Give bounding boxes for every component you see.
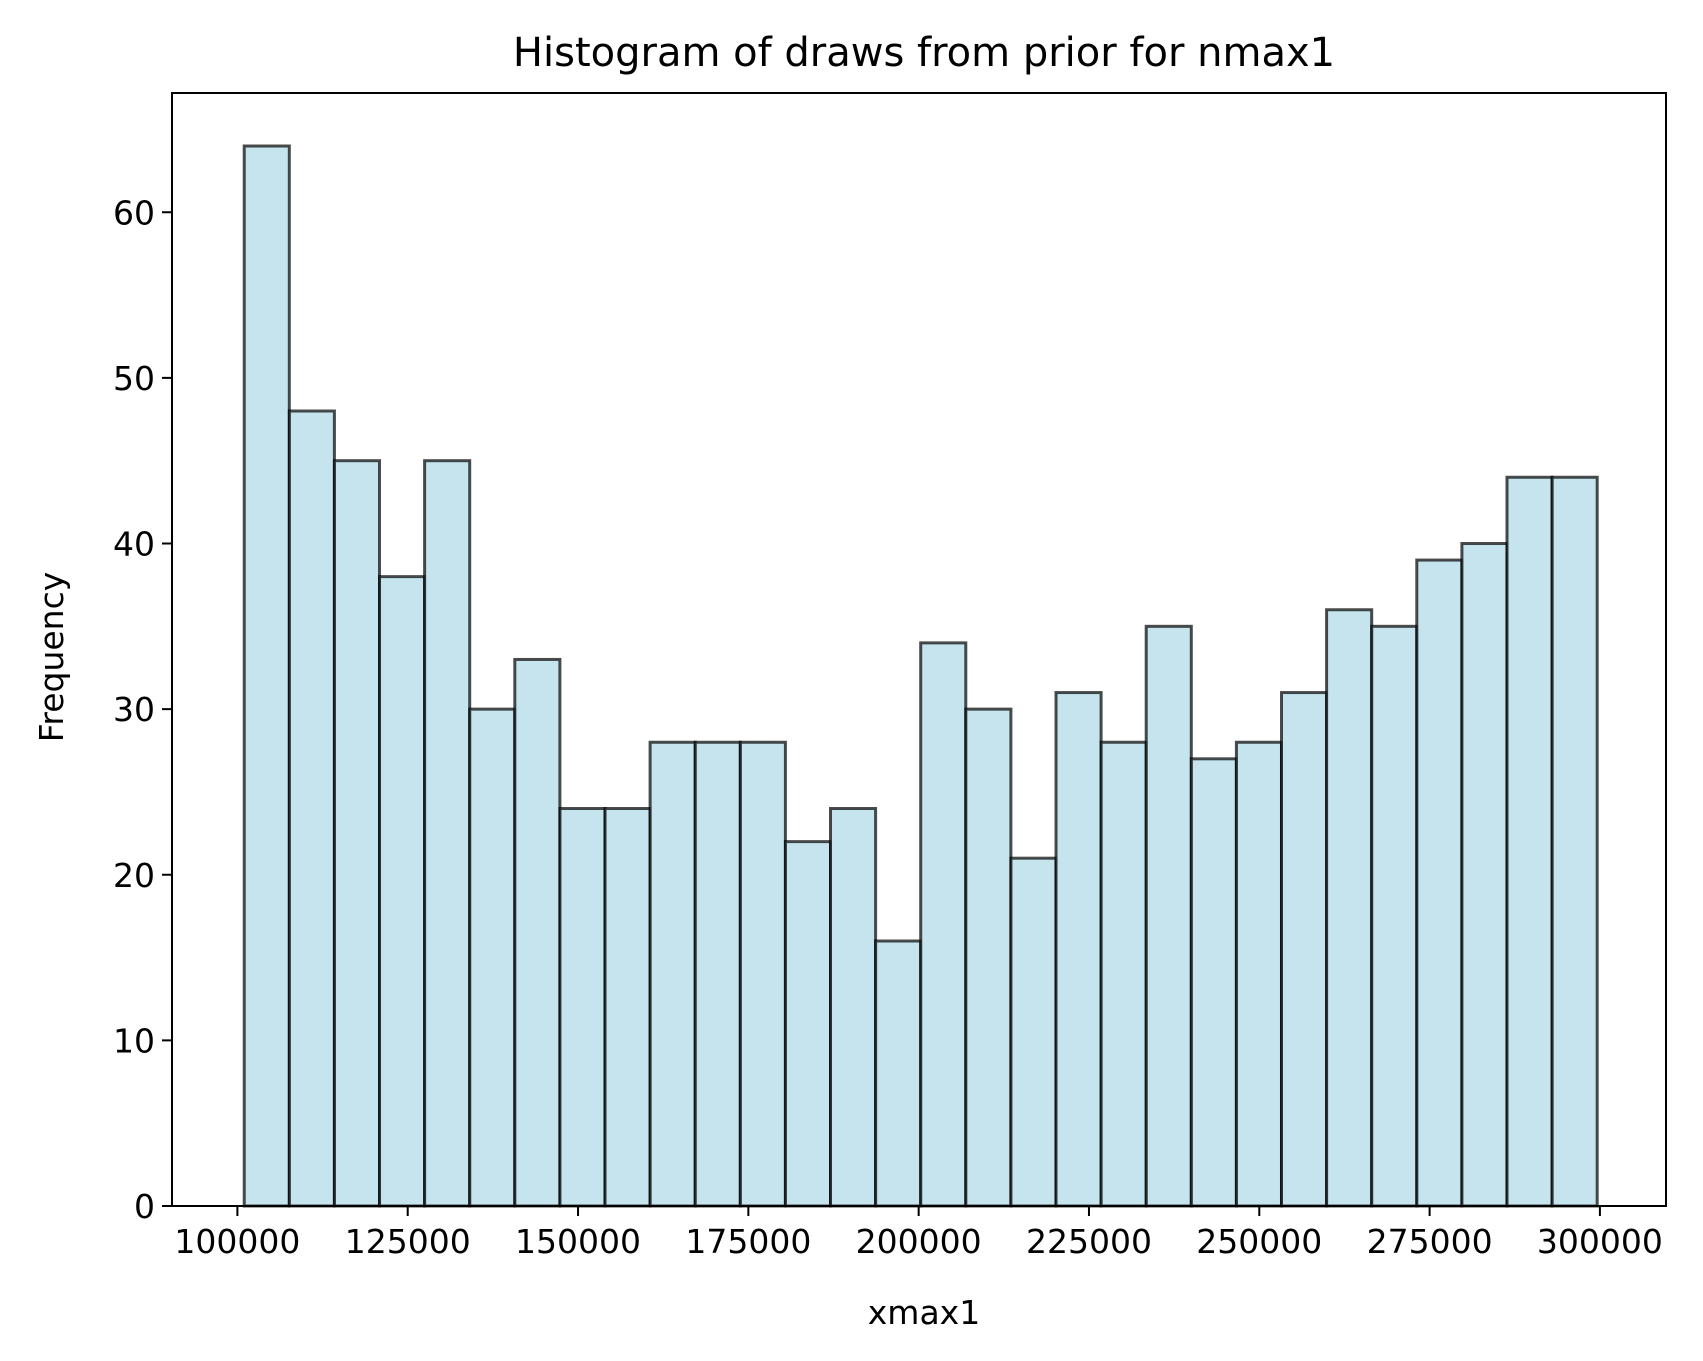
histogram-bar [287,409,336,1208]
histogram-bar [919,641,968,1208]
histogram-bar [1550,475,1599,1208]
histogram-bar [1054,691,1103,1208]
histogram-bar [468,707,517,1208]
histogram-bar [1234,740,1283,1208]
histogram-bar [1505,475,1554,1208]
histogram-bar [1325,608,1374,1208]
histogram-bar [423,459,472,1208]
y-axis-ticks: 0 10 20 30 40 50 60 [113,193,172,1226]
histogram-bar [603,807,652,1208]
x-tick-label: 200000 [856,1222,982,1261]
x-tick-label: 250000 [1196,1222,1322,1261]
x-tick-label: 225000 [1026,1222,1152,1261]
histogram-bar [829,807,878,1208]
x-tick-label: 300000 [1537,1222,1663,1261]
histogram-bar [1279,691,1329,1208]
histogram-bar [648,740,697,1208]
y-tick-label: 40 [113,525,155,564]
histogram-bar [332,459,382,1208]
histogram-bar [558,807,607,1208]
x-tick-label: 125000 [345,1222,471,1261]
bars-layer [242,144,1599,1208]
x-tick-label: 150000 [515,1222,641,1261]
histogram-bar [693,740,742,1208]
histogram-bar [1099,740,1148,1208]
histogram-bar [738,740,787,1208]
y-tick-label: 60 [113,193,155,232]
histogram-bar [1144,624,1193,1208]
x-axis-ticks: 100000 125000 150000 175000 200000 225000 2500… [174,1206,1663,1261]
histogram-bar [1415,558,1464,1208]
x-tick-label: 275000 [1367,1222,1493,1261]
histogram-bar [1370,624,1419,1208]
x-axis-title: xmax1 [868,1293,980,1332]
y-tick-label: 20 [113,856,155,895]
histogram-bar [1460,542,1509,1208]
y-tick-label: 50 [113,359,155,398]
x-tick-label: 175000 [685,1222,811,1261]
y-tick-label: 10 [113,1021,155,1060]
y-tick-label: 30 [113,690,155,729]
chart-title: Histogram of draws from prior for nmax1 [513,30,1335,76]
x-tick-label: 100000 [174,1222,300,1261]
histogram-bar [513,657,562,1208]
histogram-bar [783,840,833,1208]
histogram-bar [874,939,923,1208]
y-axis-title: Frequency [32,572,71,742]
histogram-bar [242,144,291,1208]
histogram-bar [1189,757,1238,1208]
histogram-bar [1009,856,1058,1208]
y-tick-label: 0 [134,1187,155,1226]
histogram-bar [378,575,427,1208]
histogram-bar [964,707,1013,1208]
